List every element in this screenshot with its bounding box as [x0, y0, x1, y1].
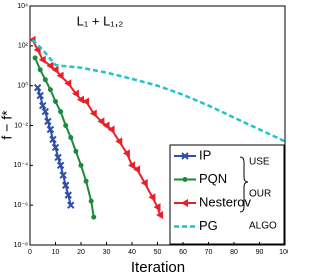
- marker: [33, 45, 41, 54]
- marker: [181, 152, 189, 160]
- marker: [68, 134, 74, 140]
- marker: [51, 65, 59, 74]
- marker: [71, 89, 79, 98]
- marker: [107, 125, 115, 134]
- marker: [56, 161, 65, 170]
- marker: [51, 143, 60, 152]
- x-tick-label: 20: [77, 249, 85, 256]
- marker: [82, 97, 90, 106]
- x-tick-label: 70: [205, 249, 213, 256]
- y-tick-label: 10²: [18, 43, 29, 50]
- marker: [39, 101, 47, 110]
- y-tick-label: 10⁻⁸: [14, 242, 28, 249]
- marker: [56, 71, 64, 80]
- brace: [239, 156, 249, 213]
- marker: [140, 178, 148, 187]
- legend-label: PQN: [199, 171, 227, 186]
- marker: [64, 191, 72, 199]
- marker: [41, 107, 50, 116]
- x-tick-label: 30: [103, 249, 111, 256]
- annotation: USE: [249, 157, 270, 168]
- marker: [49, 135, 57, 144]
- y-tick-label: 10⁰: [17, 82, 28, 90]
- marker: [78, 162, 84, 168]
- x-tick-label: 50: [154, 249, 162, 256]
- x-tick-label: 10: [52, 249, 60, 256]
- marker: [53, 99, 58, 105]
- y-tick-label: 10⁻²: [14, 122, 28, 129]
- marker: [102, 121, 110, 130]
- marker: [88, 198, 94, 204]
- y-tick-label: 10⁻⁴: [14, 162, 29, 169]
- legend-box: [169, 144, 285, 245]
- legend-label: IP: [199, 147, 211, 162]
- x-tick-label: 40: [128, 249, 136, 256]
- marker: [32, 55, 38, 61]
- marker: [182, 177, 188, 182]
- chart: L₁ + L₁,₂ Iteration f − f* 0 10 20 30 40 50 60…: [0, 3, 288, 276]
- marker: [97, 117, 105, 126]
- marker: [73, 148, 79, 154]
- marker: [36, 91, 44, 100]
- series-line: [31, 38, 286, 143]
- marker: [89, 109, 97, 118]
- annotation: ALGO: [249, 221, 277, 232]
- legend-label: Nesterov: [199, 194, 252, 209]
- marker: [153, 203, 161, 212]
- marker: [133, 165, 141, 174]
- y-tick-label: 10⁴: [17, 3, 28, 10]
- x-tick-label: 90: [256, 249, 264, 256]
- marker: [58, 109, 64, 115]
- marker: [91, 214, 97, 220]
- marker: [181, 199, 188, 207]
- marker: [44, 117, 52, 126]
- marker: [38, 55, 46, 64]
- marker: [46, 61, 54, 70]
- x-axis-label: Iteration: [131, 259, 185, 276]
- marker: [156, 211, 164, 220]
- marker: [42, 77, 48, 83]
- annotation: OUR: [249, 189, 271, 200]
- marker: [59, 171, 67, 179]
- marker: [54, 153, 62, 162]
- marker: [122, 149, 130, 158]
- marker: [47, 87, 53, 93]
- y-axis-label: f − f*: [0, 110, 15, 140]
- x-tick-label: 60: [179, 249, 187, 256]
- marker: [46, 125, 55, 134]
- marker: [63, 123, 69, 128]
- y-tick-label: 10⁻⁶: [14, 202, 28, 209]
- marker: [61, 181, 70, 189]
- chart-title: L₁ + L₁,₂: [77, 13, 124, 28]
- marker: [64, 79, 72, 88]
- legend-label: PG: [199, 218, 218, 233]
- marker: [128, 161, 135, 170]
- marker: [83, 178, 89, 184]
- marker: [148, 193, 156, 202]
- x-tick-label: 80: [230, 249, 238, 256]
- marker: [33, 83, 42, 92]
- x-tick-label: 100: [279, 249, 288, 256]
- x-tick-label: 0: [28, 249, 32, 256]
- marker: [37, 67, 43, 73]
- marker: [67, 201, 75, 209]
- marker: [115, 137, 123, 146]
